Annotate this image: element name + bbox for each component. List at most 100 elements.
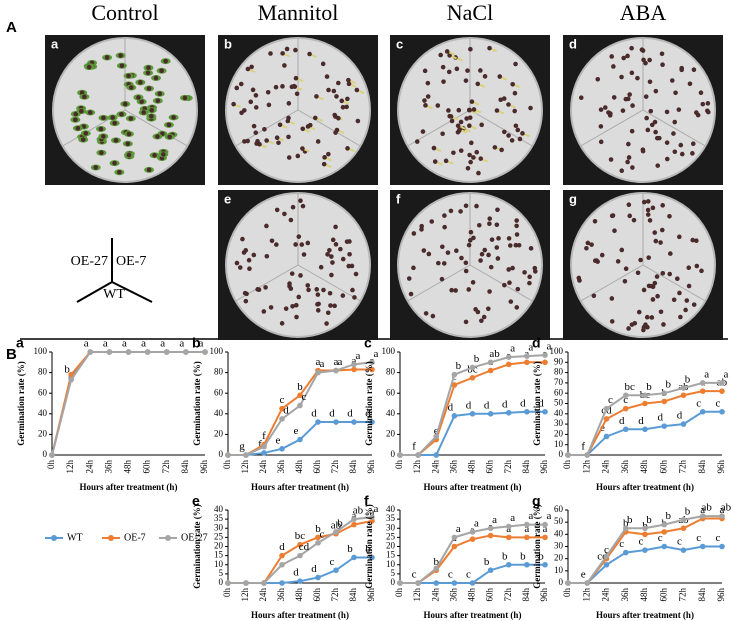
seed: [527, 280, 532, 286]
seed: [514, 232, 520, 237]
seed: [611, 95, 617, 100]
significance-letter: d: [283, 404, 289, 416]
seed: [435, 103, 441, 108]
seed: [507, 280, 512, 286]
significance-letter: b: [646, 514, 652, 526]
x-tick-label: 96h: [199, 460, 209, 474]
marker: [487, 525, 494, 532]
y-axis-title: Germination rate (%): [532, 504, 542, 588]
marker: [505, 534, 512, 541]
marker: [183, 349, 189, 355]
marker: [542, 561, 548, 568]
seed: [306, 287, 311, 293]
seed: [126, 152, 132, 158]
chart-title: f: [364, 493, 369, 509]
y-tick-label: 0: [391, 577, 396, 587]
y-tick-label: 30: [214, 522, 224, 532]
x-tick-label: 36h: [448, 460, 458, 474]
panel-letter: d: [569, 36, 577, 51]
significance-letter: d: [538, 397, 544, 409]
y-tick-label: 50: [554, 398, 564, 408]
seed: [300, 146, 305, 151]
seed: [621, 55, 627, 61]
seed: [98, 126, 104, 132]
x-tick-label: 36h: [103, 460, 113, 474]
x-tick-label: 36h: [448, 588, 458, 602]
seed: [320, 61, 326, 67]
seed: [468, 46, 473, 52]
seed: [686, 283, 692, 289]
marker: [524, 521, 530, 528]
x-tick-label: 84h: [697, 460, 707, 474]
significance-letter: a: [374, 503, 379, 515]
marker: [49, 452, 55, 458]
x-tick-label: 96h: [539, 588, 549, 602]
y-tick-label: 0: [559, 577, 564, 587]
seed: [482, 247, 488, 253]
seed: [475, 81, 481, 87]
seed: [654, 274, 660, 279]
seed: [646, 255, 651, 260]
seed: [128, 85, 134, 90]
seed: [87, 110, 93, 115]
significance-letter: a: [199, 338, 204, 350]
photo: a: [45, 35, 205, 185]
seed: [327, 248, 332, 253]
seed: [619, 74, 624, 80]
x-tick-label: 84h: [180, 460, 190, 474]
seed: [425, 94, 431, 99]
seed: [305, 240, 311, 246]
seed: [442, 213, 447, 218]
seed: [635, 75, 640, 81]
seed: [315, 302, 320, 307]
seed: [659, 51, 665, 57]
marker: [163, 349, 170, 355]
significance-letter: ab: [702, 502, 713, 514]
diagram-label: OE-27: [71, 254, 108, 269]
seed: [264, 253, 270, 259]
seed: [406, 276, 412, 281]
seed: [468, 140, 474, 146]
seed: [476, 222, 482, 228]
significance-letter: cd: [597, 550, 608, 562]
seed: [487, 221, 492, 226]
y-tick-label: 40: [386, 504, 396, 514]
marker: [487, 367, 494, 374]
seed: [329, 254, 334, 259]
seed: [340, 256, 346, 262]
seed: [305, 283, 311, 288]
marker: [297, 552, 303, 559]
seed: [486, 252, 491, 258]
marker: [469, 364, 476, 371]
significance-letter: c: [716, 397, 721, 409]
significance-letter: c: [716, 532, 721, 544]
seed: [451, 150, 456, 156]
diagram-label: OE-7: [116, 254, 146, 269]
seed: [443, 158, 449, 164]
x-tick-label: 96h: [716, 588, 726, 602]
significance-letter: d: [311, 563, 317, 575]
diagram: [76, 238, 153, 303]
marker: [202, 349, 208, 355]
seed: [631, 217, 637, 223]
significance-letter: a: [700, 504, 705, 516]
seed: [161, 152, 166, 157]
marker: [369, 554, 375, 561]
seed: [104, 55, 110, 60]
marker: [719, 543, 725, 550]
seed: [423, 311, 429, 316]
seed: [119, 111, 124, 117]
seed: [449, 287, 454, 293]
significance-letter: f: [412, 441, 416, 453]
y-tick-label: 35: [386, 513, 396, 523]
seed: [125, 141, 131, 147]
seed: [658, 309, 664, 315]
significance-letter: a: [524, 523, 529, 535]
marker: [661, 390, 668, 397]
x-tick-label: 60h: [485, 588, 495, 602]
seed: [652, 280, 658, 286]
panel-letter: a: [51, 36, 59, 51]
seed: [257, 141, 262, 147]
marker: [106, 349, 113, 355]
seed: [679, 67, 684, 73]
